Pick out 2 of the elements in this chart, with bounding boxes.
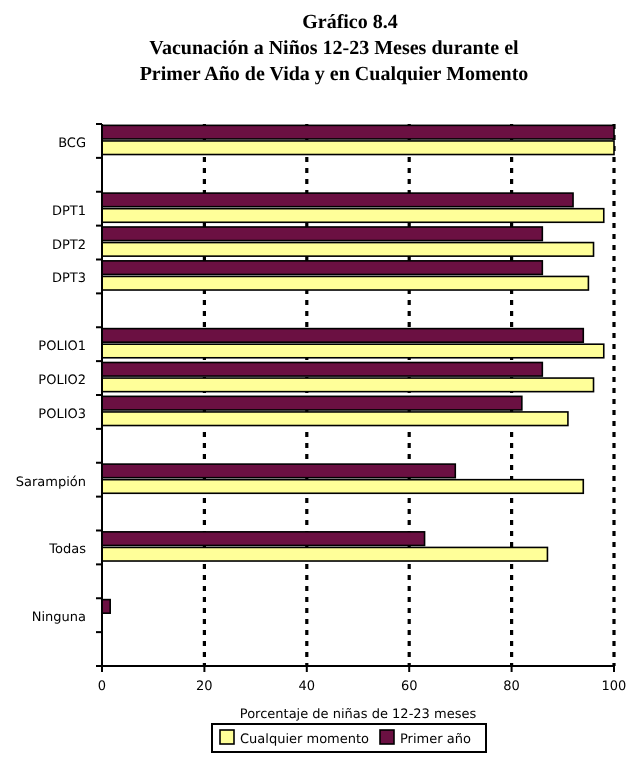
chart-title: Gráfico 8.4: [302, 12, 398, 34]
chart-subtitle: Vacunación a Niños 12-23 Meses durante el Primer Año de Vida y en Cualquier Momento: [139, 38, 529, 86]
